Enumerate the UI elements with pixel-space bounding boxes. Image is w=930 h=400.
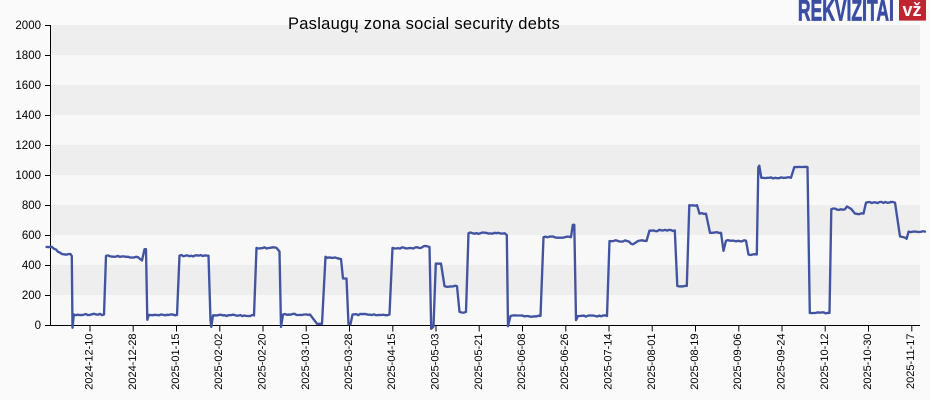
svg-text:Paslaugų zona social security: Paslaugų zona social security debts [288,15,560,33]
svg-text:2000: 2000 [15,20,41,32]
svg-text:2024-12-10: 2024-12-10 [84,334,96,390]
svg-text:2025-03-28: 2025-03-28 [343,334,355,390]
svg-text:1800: 1800 [15,50,41,62]
svg-text:2025-11-17: 2025-11-17 [905,334,917,389]
svg-text:2025-04-15: 2025-04-15 [386,334,398,390]
svg-text:2025-03-10: 2025-03-10 [300,334,312,390]
svg-text:2025-10-12: 2025-10-12 [819,334,831,390]
svg-text:600: 600 [22,230,41,242]
svg-text:2025-06-26: 2025-06-26 [559,334,571,390]
svg-text:2025-07-14: 2025-07-14 [603,334,615,390]
svg-text:2025-09-24: 2025-09-24 [776,334,788,390]
svg-text:2025-09-06: 2025-09-06 [732,334,744,390]
svg-text:1000: 1000 [15,170,41,182]
svg-text:400: 400 [22,260,41,272]
svg-text:2024-12-28: 2024-12-28 [127,334,139,390]
svg-text:1400: 1400 [15,110,41,122]
svg-text:2025-08-19: 2025-08-19 [689,334,701,390]
svg-text:200: 200 [22,290,41,302]
svg-text:2025-01-15: 2025-01-15 [170,334,182,390]
svg-text:vž: vž [902,0,921,20]
svg-text:0: 0 [35,320,41,332]
svg-text:800: 800 [22,200,41,212]
svg-text:2025-02-02: 2025-02-02 [213,334,225,390]
svg-text:2025-06-08: 2025-06-08 [516,334,528,390]
svg-text:2025-05-03: 2025-05-03 [430,334,442,390]
svg-text:2025-10-30: 2025-10-30 [862,334,874,390]
svg-text:REKVIZITAI: REKVIZITAI [798,0,894,28]
svg-text:2025-05-21: 2025-05-21 [473,334,485,390]
svg-text:1200: 1200 [15,140,41,152]
svg-text:1600: 1600 [15,80,41,92]
svg-text:2025-08-01: 2025-08-01 [646,334,658,390]
svg-text:2025-02-20: 2025-02-20 [257,334,269,390]
